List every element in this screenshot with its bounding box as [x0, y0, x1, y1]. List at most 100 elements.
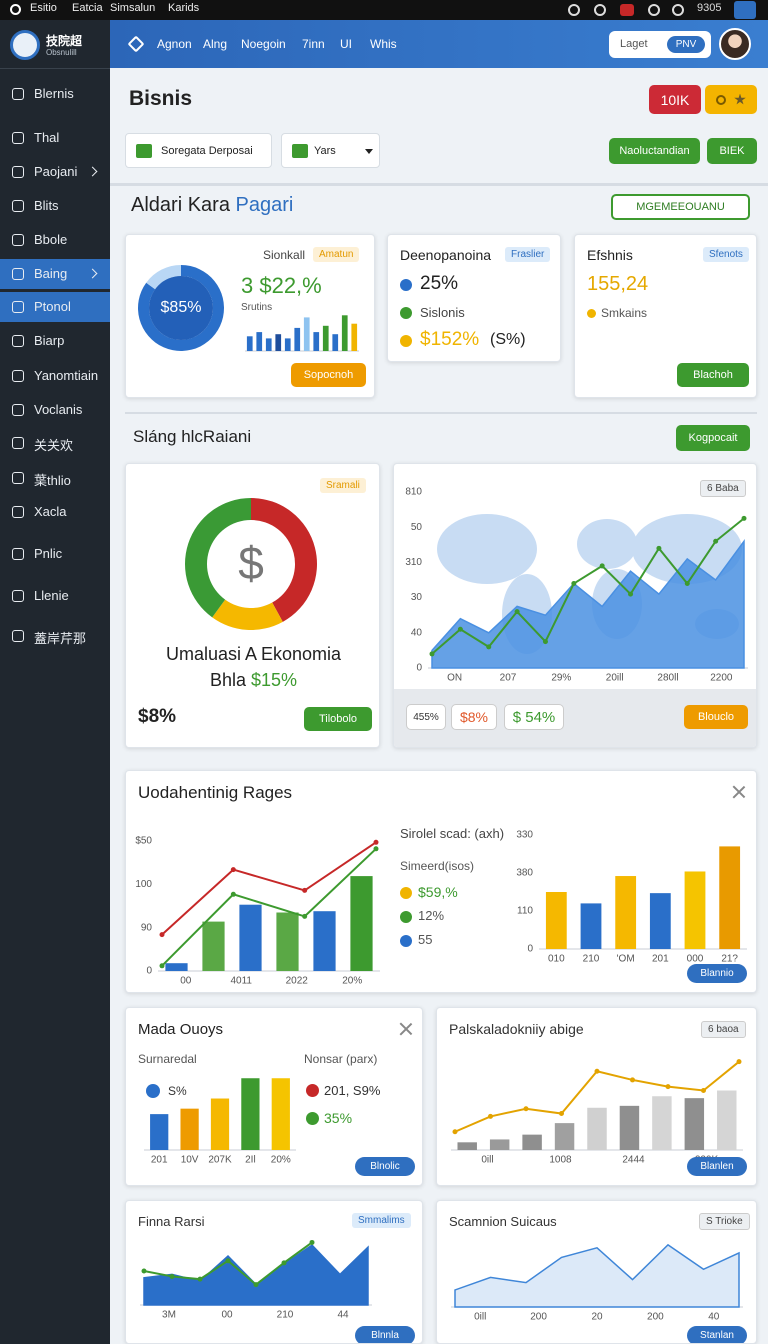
divider — [125, 412, 757, 414]
legend-label: $152% — [420, 329, 480, 350]
nav-link[interactable]: Agnon — [157, 37, 192, 51]
area — [431, 538, 745, 669]
nav-item[interactable]: Voclanis — [0, 395, 110, 425]
bar — [180, 1108, 199, 1150]
card-button[interactable]: Tilobolo — [304, 707, 372, 731]
card: 810 50 310 30 40 0 ON 207 29% 20ill 280ll 2200 6 Ba… — [393, 463, 757, 748]
combo-chart: 0ill10082444220K — [451, 1059, 743, 1166]
bar — [246, 336, 253, 351]
nav-label: Blits — [34, 198, 59, 213]
close-button[interactable] — [732, 785, 746, 799]
section-button[interactable]: Kogpocait — [676, 425, 750, 451]
nav-label: 关关欢 — [34, 438, 74, 453]
nav-link[interactable]: Noegoin — [241, 37, 286, 51]
nav-icon — [12, 590, 24, 602]
point — [159, 932, 165, 938]
x-tick-label: 200 — [647, 1312, 664, 1323]
card-button[interactable]: Blouclo — [684, 705, 748, 729]
nav-item[interactable]: Yanomtiain — [0, 361, 110, 391]
nav-link[interactable]: UI — [340, 37, 352, 51]
chart-label: Nonsar (parx) — [304, 1052, 378, 1066]
nav-icon — [12, 472, 24, 484]
search-button[interactable]: PNV — [667, 36, 705, 53]
favorite-button[interactable] — [705, 85, 757, 114]
close-button[interactable] — [399, 1022, 413, 1036]
card-tag: Sramali — [320, 478, 366, 493]
nav-item[interactable]: Pnlic — [0, 539, 110, 569]
nav-item[interactable]: Paojani — [0, 157, 110, 187]
chevron — [87, 268, 98, 279]
x-tick-label: 200 — [530, 1312, 547, 1323]
point — [309, 1239, 315, 1245]
badge-button[interactable]: 10IK — [649, 85, 701, 114]
nav-link[interactable]: Alng — [203, 37, 228, 51]
action-button[interactable]: Naoluctandian — [609, 138, 700, 164]
nav-link[interactable]: 7inn — [302, 37, 325, 51]
card-tag: Sfenots — [703, 247, 749, 262]
filter-dropdown[interactable]: Soregata Derposai — [125, 133, 272, 168]
card-button[interactable]: Blnolic — [355, 1157, 415, 1176]
nav-item[interactable]: 关关欢 — [0, 428, 110, 458]
chip[interactable]: $ 54% — [504, 704, 564, 730]
bar — [256, 332, 263, 351]
donut-segment — [185, 498, 251, 618]
menu-icon[interactable] — [127, 35, 145, 53]
search-box[interactable]: Laget PNV — [609, 31, 711, 58]
nav-link[interactable]: Whis — [370, 37, 397, 51]
nav-item[interactable]: Ptonol — [0, 292, 110, 322]
kpi-value: $8% — [138, 706, 177, 727]
action-button[interactable]: BIEK — [707, 138, 757, 164]
page-title: Bisnis — [129, 87, 193, 110]
card-button[interactable]: Blanlen — [687, 1157, 747, 1176]
search-placeholder: Laget — [620, 38, 648, 50]
legend-note: (S%) — [490, 331, 526, 348]
point — [486, 644, 492, 650]
legend-label: $59,% — [418, 884, 458, 900]
card-button[interactable]: Blnnla — [355, 1326, 415, 1343]
bar — [239, 904, 262, 971]
nav-item[interactable]: Llenie — [0, 581, 110, 611]
bar — [652, 1096, 672, 1150]
nav-item[interactable]: Blits — [0, 191, 110, 221]
card-button[interactable]: Sopocnoh — [291, 363, 366, 387]
point — [373, 846, 379, 852]
nav-item[interactable]: Bbole — [0, 225, 110, 255]
chip[interactable]: 455% — [406, 704, 446, 730]
close-app-button[interactable] — [734, 1, 756, 19]
legend-dot — [400, 935, 412, 947]
chip[interactable]: $8% — [451, 704, 497, 730]
card-button[interactable]: Blannio — [687, 964, 747, 983]
nav-item[interactable]: Thal — [0, 123, 110, 153]
y-tick-label: 380 — [516, 868, 533, 879]
card: Deenopanoina Fraslier 25% Sislonis $152%… — [387, 234, 561, 362]
nav-item[interactable]: Blernis — [0, 79, 110, 109]
map-shape — [632, 514, 742, 584]
point — [302, 913, 308, 919]
point — [225, 1258, 231, 1264]
nav-icon — [12, 335, 24, 347]
avatar[interactable] — [719, 28, 751, 60]
nav-item[interactable]: 蓋岸芹那 — [0, 621, 110, 651]
nav-item[interactable]: Xacla — [0, 497, 110, 527]
legend-label: 12% — [418, 908, 445, 923]
star-icon — [734, 93, 746, 105]
filter-dropdown[interactable]: Yars — [281, 133, 380, 168]
card-button[interactable]: Blachoh — [677, 363, 749, 387]
section-button[interactable]: MGEMEEOUANU — [611, 194, 750, 220]
donut-icon: $ — [238, 537, 264, 589]
x-tick-label: 207 — [500, 673, 517, 684]
card-button[interactable]: Stanlan — [687, 1326, 747, 1343]
nav-item[interactable]: 葉thlio — [0, 463, 110, 493]
bar — [554, 1123, 575, 1150]
nav-item[interactable]: Baing — [0, 259, 110, 289]
legend-label: Smkains — [601, 306, 648, 320]
card: Scamnion Suicaus S Trioke 0ill 200 20 200 40… — [436, 1200, 757, 1344]
top-bar: Agnon Alng Noegoin 7inn UI Whis Laget PNV — [110, 20, 768, 68]
card-title: Scamnion Suicaus — [449, 1214, 557, 1229]
x-tick-label: 20% — [271, 1155, 291, 1166]
nav-item[interactable]: Biarp — [0, 326, 110, 356]
x-tick-label: 44 — [337, 1310, 349, 1321]
card-title: Uodahentinig Rages — [138, 783, 293, 802]
chart-label: Surnaredal — [138, 1052, 197, 1066]
x-tick-label: 2Il — [245, 1155, 256, 1166]
